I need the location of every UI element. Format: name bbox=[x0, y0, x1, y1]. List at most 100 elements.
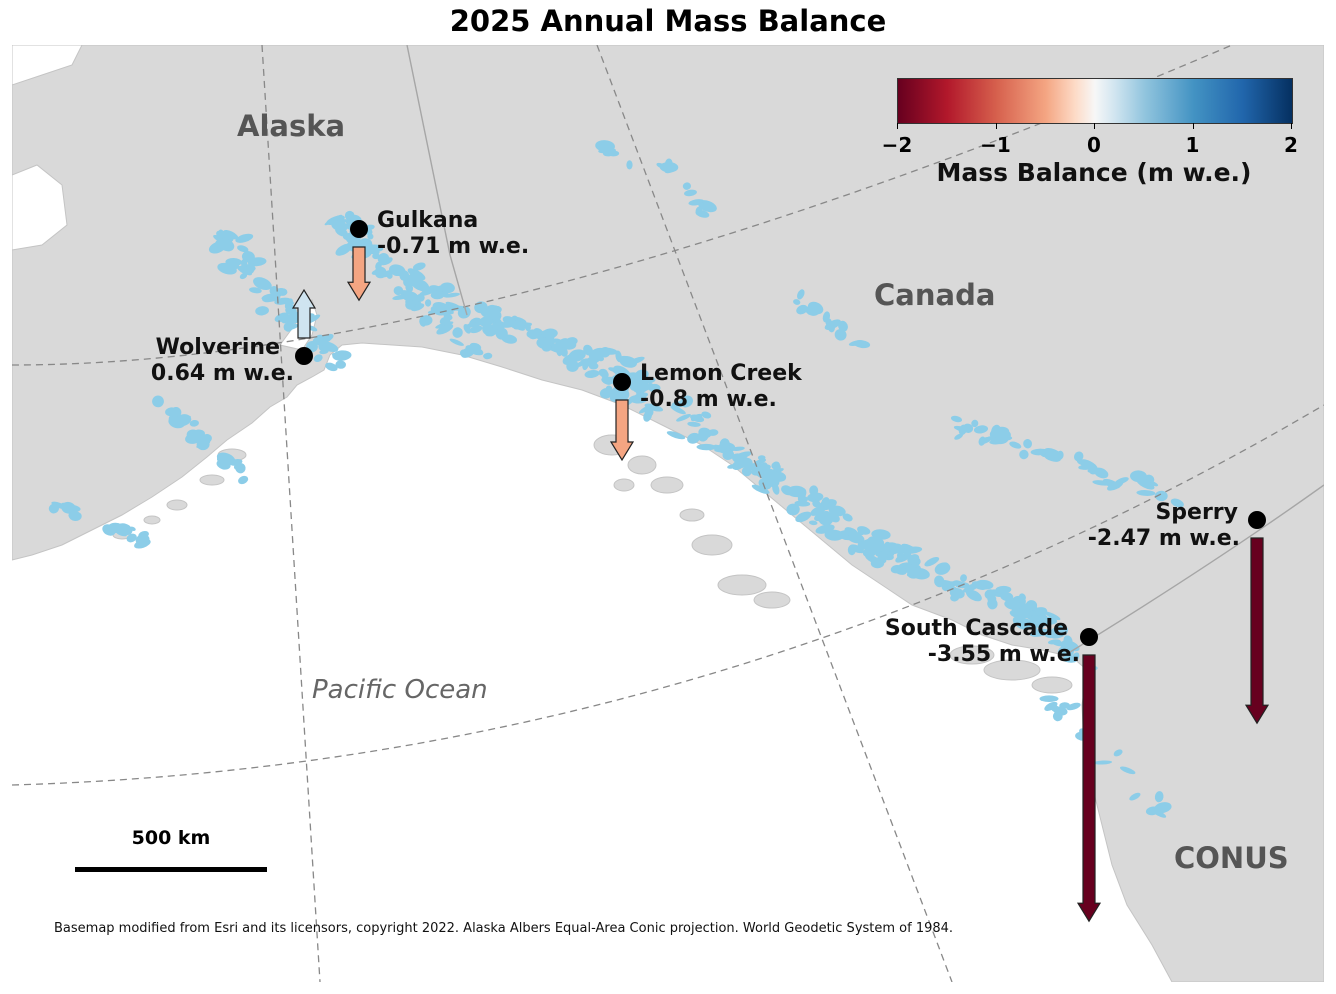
arrow-lemon-creek bbox=[609, 399, 635, 462]
site-value-sperry: -2.47 m w.e. bbox=[1087, 526, 1240, 551]
site-name-sperry: Sperry bbox=[1155, 500, 1238, 525]
glacier-patch-482 bbox=[238, 475, 249, 485]
island-11 bbox=[949, 645, 995, 665]
glacier-patch-474 bbox=[233, 463, 241, 470]
glacier-patch-589 bbox=[1129, 792, 1141, 801]
glacier-patch-114 bbox=[405, 300, 416, 310]
glacier-patch-78 bbox=[372, 253, 380, 260]
glacier-patch-311 bbox=[795, 511, 812, 523]
glacier-markers bbox=[295, 220, 1266, 646]
glacier-patch-228 bbox=[524, 322, 531, 332]
glacier-patch-225 bbox=[557, 338, 569, 347]
glacier-patch-206 bbox=[587, 355, 600, 364]
colorbar-tick-0 bbox=[897, 123, 898, 129]
glacier-patch-561 bbox=[807, 301, 824, 315]
graticule-lat-50 bbox=[12, 404, 1324, 786]
norton-sound bbox=[12, 45, 83, 86]
island-5 bbox=[753, 591, 791, 609]
glacier-patch-135 bbox=[367, 233, 374, 240]
glacier-patch-503 bbox=[1154, 490, 1168, 502]
glacier-patch-576 bbox=[626, 160, 633, 170]
glacier-patch-490 bbox=[129, 526, 136, 532]
island-4 bbox=[717, 574, 767, 596]
glacier-patch-227 bbox=[541, 344, 552, 352]
glacier-patch-455 bbox=[1004, 599, 1022, 610]
glacier-patch-531 bbox=[1136, 490, 1156, 496]
glacier-patch-388 bbox=[965, 589, 982, 602]
glacier-patch-274 bbox=[696, 443, 717, 451]
glacier-patch-268 bbox=[697, 430, 709, 442]
glacier-patch-566 bbox=[684, 189, 697, 197]
site-name-south-cascade: South Cascade bbox=[884, 616, 1068, 641]
glacier-patch-322 bbox=[757, 455, 766, 461]
alaska-canada-border bbox=[406, 45, 468, 316]
arrow-gulkana bbox=[346, 246, 372, 302]
glacier-patch-249 bbox=[730, 446, 745, 452]
glacier-patch-270 bbox=[605, 385, 613, 393]
glacier-patch-453 bbox=[1035, 619, 1045, 629]
glacier-patch-330 bbox=[842, 513, 853, 522]
glacier-patch-55 bbox=[219, 239, 235, 252]
glacier-patch-8 bbox=[284, 323, 299, 331]
glacier-patch-125 bbox=[449, 338, 464, 346]
glacier-patch-374 bbox=[1044, 611, 1061, 621]
glacier-patch-560 bbox=[827, 321, 835, 333]
glacier-patch-348 bbox=[842, 535, 862, 541]
glacier-patch-291 bbox=[648, 383, 661, 393]
glacier-patch-356 bbox=[772, 471, 787, 482]
island-12 bbox=[983, 659, 1041, 681]
glacier-patch-345 bbox=[794, 500, 811, 507]
island-3 bbox=[691, 534, 733, 556]
map-title: 2025 Annual Mass Balance bbox=[449, 4, 887, 38]
glacier-patch-349 bbox=[766, 468, 784, 476]
glacier-patch-557 bbox=[853, 340, 871, 349]
glacier-patch-254 bbox=[670, 405, 686, 415]
glacier-patch-166 bbox=[566, 360, 579, 372]
glacier-patch-527 bbox=[1030, 448, 1049, 456]
glacier-patch-54 bbox=[218, 229, 225, 239]
glacier-patch-222 bbox=[549, 347, 567, 354]
glacier-patch-147 bbox=[478, 315, 495, 327]
glacier-patch-594 bbox=[1044, 701, 1058, 711]
glacier-patch-65 bbox=[412, 262, 426, 271]
glacier-patch-132 bbox=[436, 324, 454, 335]
glacier-patch-459 bbox=[1017, 611, 1032, 619]
scale-bar-label: 500 km bbox=[131, 827, 211, 849]
glacier-patch-139 bbox=[445, 301, 464, 312]
glacier-patch-232 bbox=[687, 432, 701, 444]
glacier-patch-412 bbox=[971, 581, 987, 590]
glacier-patch-146 bbox=[399, 270, 410, 281]
island-9 bbox=[143, 515, 161, 525]
glacier-patch-347 bbox=[751, 468, 762, 476]
glacier-patch-30 bbox=[255, 306, 269, 316]
site-label-south-cascade: South Cascade -3.55 m w.e. bbox=[852, 616, 1080, 668]
glacier-patch-84 bbox=[452, 327, 463, 338]
glacier-patch-500 bbox=[135, 534, 150, 546]
glacier-patch-246 bbox=[690, 414, 705, 423]
glacier-patch-1 bbox=[237, 245, 249, 253]
mass-balance-arrows bbox=[291, 246, 1270, 923]
glacier-patch-501 bbox=[51, 501, 68, 510]
glacier-patch-124 bbox=[407, 268, 426, 281]
colorbar bbox=[897, 78, 1293, 124]
glacier-patch-217 bbox=[495, 327, 508, 340]
glacier-patch-39 bbox=[313, 354, 323, 363]
graticule-lon-1 bbox=[261, 45, 321, 982]
island-15 bbox=[613, 478, 635, 492]
glacier-patch-547 bbox=[979, 436, 992, 444]
glacier-patch-294 bbox=[643, 410, 652, 422]
island-2 bbox=[650, 476, 684, 494]
glacier-patch-476 bbox=[189, 419, 199, 427]
marker-wolverine bbox=[295, 347, 313, 365]
glacier-patch-50 bbox=[319, 349, 329, 355]
glacier-patch-284 bbox=[713, 444, 727, 453]
glacier-patch-202 bbox=[575, 360, 586, 368]
site-value-south-cascade: -3.55 m w.e. bbox=[927, 642, 1080, 667]
glacier-patch-288 bbox=[638, 405, 653, 414]
glacier-patch-200 bbox=[615, 350, 622, 363]
scale-bar bbox=[75, 867, 267, 872]
canada-us-border bbox=[1061, 484, 1324, 658]
glacier-patch-280 bbox=[701, 411, 712, 419]
glacier-patch-520 bbox=[1073, 451, 1084, 462]
glacier-patch-242 bbox=[666, 431, 686, 440]
